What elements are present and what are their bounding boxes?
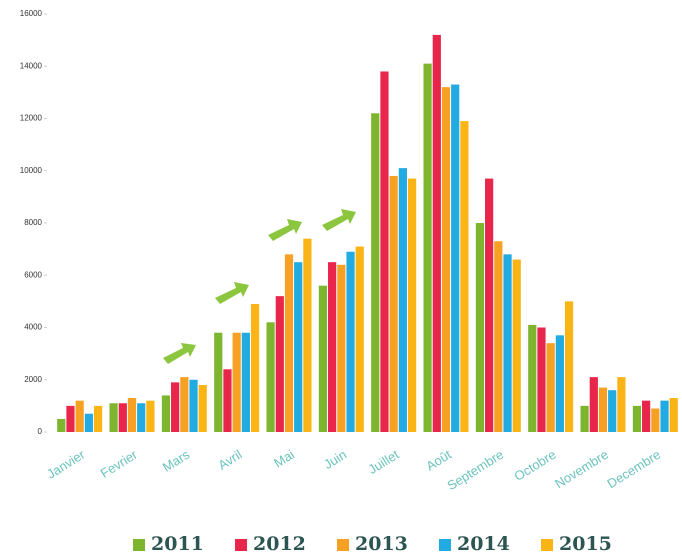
bar <box>512 259 521 432</box>
bar <box>214 332 223 432</box>
bar <box>451 84 460 432</box>
legend-label: 2015 <box>559 533 612 555</box>
x-tick-label: Juillet <box>365 447 401 478</box>
legend-swatch <box>235 539 247 551</box>
bar <box>180 377 189 432</box>
bar <box>555 335 564 432</box>
bar <box>380 71 389 432</box>
x-tick-label: Avril <box>215 447 244 473</box>
bar <box>66 405 75 432</box>
bar <box>494 241 503 432</box>
bar <box>389 175 398 432</box>
y-tick-label: 14000 <box>20 61 43 70</box>
legend-label: 2014 <box>457 533 510 555</box>
y-tick-label: 12000 <box>20 114 43 123</box>
bar <box>503 254 512 432</box>
bar <box>118 403 127 432</box>
y-tick-label: 0 <box>38 427 43 436</box>
bar <box>303 238 312 432</box>
bar <box>93 405 103 432</box>
y-tick-label: 6000 <box>24 270 42 279</box>
bar <box>294 262 303 432</box>
bar <box>460 121 469 433</box>
y-tick-label: 10000 <box>20 166 43 175</box>
bar <box>57 418 66 432</box>
bar <box>580 405 589 432</box>
bar <box>642 400 651 432</box>
x-tick-label: Decembre <box>604 447 663 491</box>
bar <box>109 403 118 432</box>
trend-arrow <box>215 282 249 304</box>
x-tick-label: Janvier <box>44 446 88 481</box>
bar <box>232 332 241 432</box>
bar <box>441 87 451 433</box>
bar <box>137 403 146 432</box>
bar <box>146 400 155 432</box>
bar <box>598 387 608 432</box>
y-tick-label: 16000 <box>20 9 43 18</box>
bar <box>266 322 275 432</box>
bar <box>241 332 250 432</box>
legend-label: 2011 <box>151 533 204 555</box>
x-tick-label: Août <box>423 447 454 474</box>
x-tick-label: Mai <box>271 447 297 471</box>
bar <box>546 343 555 432</box>
x-tick-label: Fevrier <box>98 446 141 481</box>
x-tick-label: Novembre <box>552 447 611 491</box>
bar <box>407 178 417 432</box>
bar <box>75 400 84 432</box>
bar <box>485 178 494 432</box>
trend-arrow <box>322 209 356 231</box>
legend-swatch <box>541 539 553 551</box>
bar <box>669 398 678 432</box>
bar <box>84 413 93 432</box>
y-tick-label: 2000 <box>24 375 42 384</box>
bar <box>660 400 669 432</box>
trend-arrow <box>268 219 302 241</box>
bar <box>127 398 137 432</box>
x-tick-label: Juin <box>321 447 349 472</box>
bar <box>475 223 485 432</box>
bar <box>632 405 642 432</box>
bar <box>250 303 260 432</box>
bar <box>161 395 171 432</box>
bar <box>608 390 617 432</box>
legend-swatch <box>439 539 451 551</box>
legend-label: 2012 <box>253 533 306 555</box>
bar <box>275 296 284 432</box>
x-tick-label: Septembre <box>444 447 506 493</box>
y-tick-label: 8000 <box>24 218 42 227</box>
y-tick-label: 4000 <box>24 323 42 332</box>
bar <box>198 384 207 432</box>
legend-swatch <box>133 539 145 551</box>
bar <box>318 285 328 432</box>
bar <box>171 382 180 432</box>
bar <box>337 264 346 432</box>
bar <box>432 34 441 433</box>
x-tick-label: Mars <box>160 446 193 474</box>
bar <box>328 262 337 432</box>
trend-arrows <box>163 209 356 364</box>
bar <box>537 327 546 432</box>
bar <box>589 377 598 432</box>
bar <box>398 168 407 432</box>
trend-arrow <box>163 343 196 364</box>
bar <box>617 377 626 432</box>
bar <box>223 369 232 432</box>
bar <box>651 408 660 432</box>
bar <box>355 246 364 432</box>
legend-swatch <box>337 539 349 551</box>
bar <box>528 324 537 432</box>
legend-label: 2013 <box>355 533 408 555</box>
bar <box>564 301 574 432</box>
bar <box>423 63 432 432</box>
bar <box>284 254 294 432</box>
bar <box>189 379 198 432</box>
bar <box>371 113 380 433</box>
bar <box>346 251 355 432</box>
